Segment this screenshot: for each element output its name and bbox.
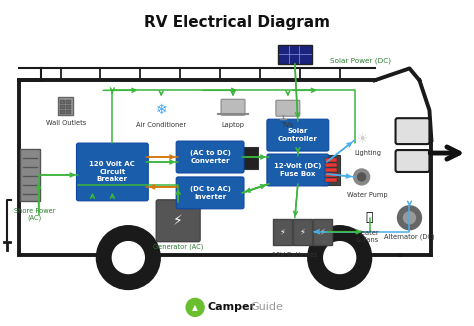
Circle shape (308, 226, 372, 289)
FancyBboxPatch shape (273, 219, 292, 244)
Text: Air Conditioner: Air Conditioner (136, 122, 186, 128)
FancyBboxPatch shape (57, 97, 73, 115)
Text: Heater
& Fans: Heater & Fans (356, 230, 379, 243)
FancyBboxPatch shape (156, 200, 200, 242)
Circle shape (324, 242, 356, 274)
Text: Lighting: Lighting (354, 150, 381, 156)
Text: Guide: Guide (250, 303, 283, 312)
Text: 🔥: 🔥 (366, 211, 374, 224)
FancyBboxPatch shape (236, 147, 258, 169)
Text: TVs: TVs (282, 122, 294, 128)
FancyBboxPatch shape (276, 100, 300, 116)
Text: Water Pump: Water Pump (347, 192, 388, 198)
Circle shape (354, 169, 370, 185)
Text: 120 Volt AC
Circuit
Breaker: 120 Volt AC Circuit Breaker (90, 161, 135, 183)
Circle shape (358, 173, 365, 181)
Text: ▲: ▲ (192, 303, 198, 312)
FancyBboxPatch shape (325, 168, 337, 172)
Text: 12V Batteries: 12V Batteries (272, 252, 318, 258)
FancyBboxPatch shape (66, 100, 71, 104)
Text: ❄: ❄ (155, 103, 167, 117)
Text: ⚡: ⚡ (280, 227, 285, 236)
FancyBboxPatch shape (293, 219, 312, 244)
Text: RV Electrical Diagram: RV Electrical Diagram (144, 15, 330, 30)
FancyBboxPatch shape (313, 219, 332, 244)
Text: (DC to AC)
Inverter: (DC to AC) Inverter (190, 186, 230, 200)
Text: Wall Outlets: Wall Outlets (46, 120, 87, 126)
FancyBboxPatch shape (325, 163, 337, 167)
Text: ☀: ☀ (357, 134, 368, 147)
Text: ⚡: ⚡ (319, 227, 325, 236)
Circle shape (398, 206, 421, 230)
FancyBboxPatch shape (60, 100, 65, 104)
Text: Solar Power (DC): Solar Power (DC) (330, 57, 391, 64)
Text: ⚡: ⚡ (173, 214, 183, 228)
FancyBboxPatch shape (66, 105, 71, 109)
FancyBboxPatch shape (176, 177, 244, 209)
FancyBboxPatch shape (60, 110, 65, 114)
Circle shape (403, 212, 416, 224)
FancyBboxPatch shape (221, 99, 245, 115)
Text: Laptop: Laptop (221, 122, 245, 128)
Text: (AC to DC)
Converter: (AC to DC) Converter (190, 150, 230, 164)
Text: Solar
Controller: Solar Controller (278, 128, 318, 142)
Text: Generator (AC): Generator (AC) (153, 244, 203, 250)
FancyBboxPatch shape (267, 154, 329, 186)
Text: Shore Power
(AC): Shore Power (AC) (14, 208, 55, 221)
Text: Alternator (DC): Alternator (DC) (384, 234, 435, 240)
FancyBboxPatch shape (66, 110, 71, 114)
FancyBboxPatch shape (176, 141, 244, 173)
Circle shape (186, 298, 204, 316)
FancyBboxPatch shape (325, 158, 337, 162)
Text: ⚡: ⚡ (300, 227, 305, 236)
FancyBboxPatch shape (60, 105, 65, 109)
Circle shape (112, 242, 144, 274)
Text: 12-Volt (DC)
Fuse Box: 12-Volt (DC) Fuse Box (274, 163, 321, 177)
FancyBboxPatch shape (19, 149, 40, 201)
FancyBboxPatch shape (267, 119, 329, 151)
FancyBboxPatch shape (325, 178, 337, 182)
FancyBboxPatch shape (278, 45, 312, 65)
FancyBboxPatch shape (395, 150, 429, 172)
FancyBboxPatch shape (322, 155, 340, 185)
FancyBboxPatch shape (325, 173, 337, 177)
Circle shape (96, 226, 160, 289)
FancyBboxPatch shape (76, 143, 148, 201)
FancyBboxPatch shape (395, 118, 429, 144)
Text: Camper: Camper (207, 303, 255, 312)
